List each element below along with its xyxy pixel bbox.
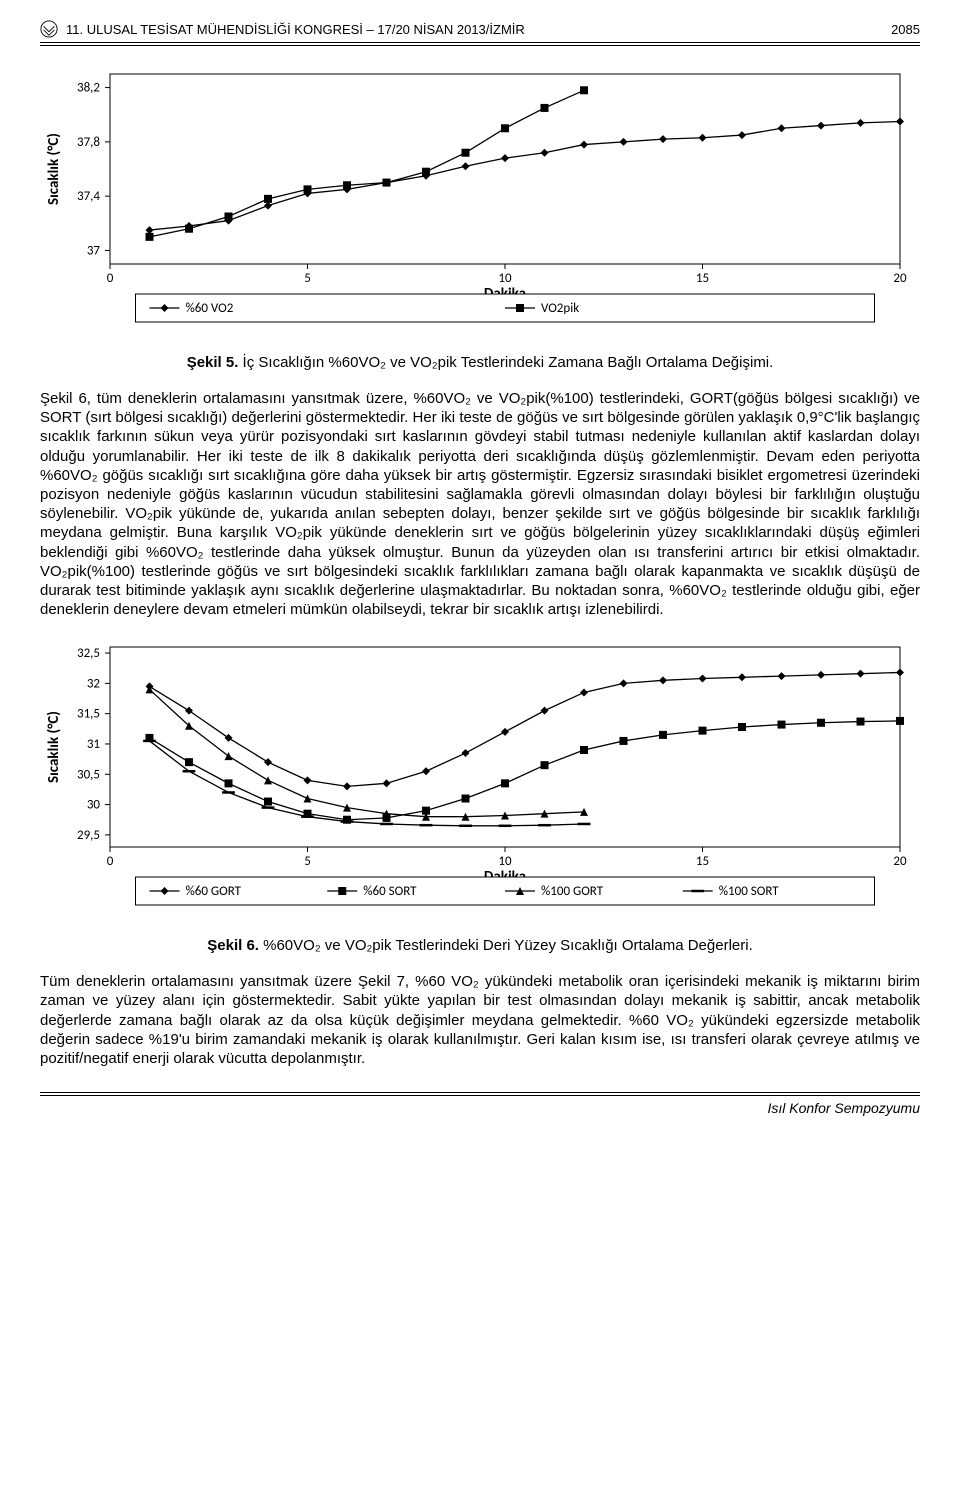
- conference-title: 11. ULUSAL TESİSAT MÜHENDİSLİĞİ KONGRESİ…: [66, 22, 525, 37]
- svg-text:38,2: 38,2: [77, 81, 100, 96]
- body1: Şekil 6, tüm deneklerin ortalamasını yan…: [40, 389, 920, 619]
- svg-text:10: 10: [498, 271, 512, 286]
- caption1-bold: Şekil 5.: [187, 354, 239, 371]
- header-left: 11. ULUSAL TESİSAT MÜHENDİSLİĞİ KONGRESİ…: [40, 20, 525, 38]
- svg-text:%100 SORT: %100 SORT: [719, 884, 780, 899]
- svg-text:31,5: 31,5: [77, 707, 100, 722]
- svg-text:%60 GORT: %60 GORT: [186, 884, 242, 899]
- svg-text:32,5: 32,5: [77, 646, 100, 661]
- caption2-bold: Şekil 6.: [207, 937, 259, 954]
- svg-text:10: 10: [498, 854, 512, 869]
- svg-text:30,5: 30,5: [77, 768, 100, 783]
- svg-text:20: 20: [893, 271, 907, 286]
- caption1-rest: İç Sıcaklığın %60VO₂ ve VO₂pik Testlerin…: [238, 354, 773, 371]
- body2: Tüm deneklerin ortalamasını yansıtmak üz…: [40, 972, 920, 1068]
- header-rule-inner: [40, 45, 920, 46]
- svg-text:31: 31: [87, 737, 100, 752]
- svg-text:0: 0: [107, 271, 114, 286]
- svg-text:%60 SORT: %60 SORT: [363, 884, 417, 899]
- page-number: 2085: [891, 22, 920, 37]
- footer-rule: [40, 1092, 920, 1093]
- svg-text:0: 0: [107, 854, 114, 869]
- svg-text:Sıcaklık (°C): Sıcaklık (°C): [45, 711, 63, 783]
- caption2-rest: %60VO₂ ve VO₂pik Testlerindeki Deri Yüze…: [259, 937, 753, 954]
- svg-text:29,5: 29,5: [77, 828, 100, 843]
- logo-icon: [40, 20, 58, 38]
- svg-text:%60 VO2: %60 VO2: [186, 301, 234, 316]
- svg-text:20: 20: [893, 854, 907, 869]
- caption1: Şekil 5. İç Sıcaklığın %60VO₂ ve VO₂pik …: [40, 354, 920, 371]
- footer-text: Isıl Konfor Sempozyumu: [40, 1100, 920, 1116]
- chart2: 29,5 30 30,5 31 31,5 32 32,5 0 5 10 15 20 Sıcaklık (…: [40, 637, 920, 927]
- svg-text:5: 5: [304, 854, 311, 869]
- svg-text:32: 32: [87, 677, 101, 692]
- footer-rule-inner: [40, 1095, 920, 1096]
- page: 11. ULUSAL TESİSAT MÜHENDİSLİĞİ KONGRESİ…: [0, 0, 960, 1146]
- header-rule: [40, 42, 920, 43]
- chart1: 3737,437,838,205101520Sıcaklık (°C)Dakik…: [40, 64, 920, 344]
- svg-text:%100 GORT: %100 GORT: [541, 884, 604, 899]
- svg-text:Sıcaklık (°C): Sıcaklık (°C): [45, 133, 63, 205]
- caption2: Şekil 6. %60VO₂ ve VO₂pik Testlerindeki …: [40, 937, 920, 954]
- svg-text:37,8: 37,8: [77, 135, 100, 150]
- svg-text:15: 15: [696, 854, 709, 869]
- page-header: 11. ULUSAL TESİSAT MÜHENDİSLİĞİ KONGRESİ…: [40, 20, 920, 40]
- svg-text:30: 30: [87, 798, 101, 813]
- svg-text:15: 15: [696, 271, 709, 286]
- svg-text:37: 37: [87, 243, 101, 258]
- svg-text:VO2pik: VO2pik: [541, 301, 579, 316]
- svg-text:37,4: 37,4: [77, 189, 100, 204]
- svg-text:5: 5: [304, 271, 311, 286]
